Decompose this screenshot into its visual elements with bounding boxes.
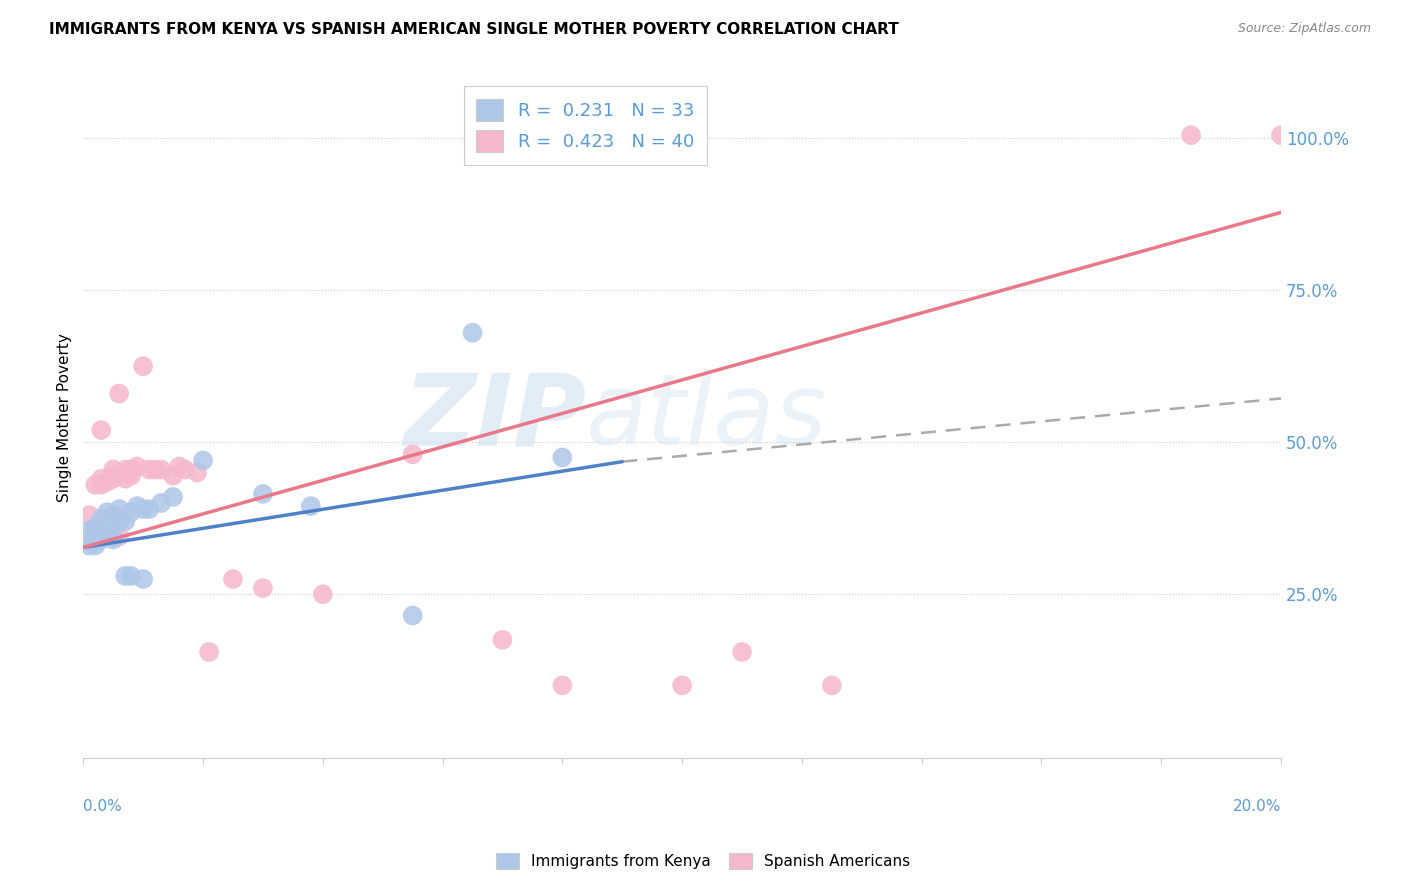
Point: [120, 505, 142, 519]
Point: [114, 569, 136, 583]
Point: [222, 572, 245, 586]
Point: [103, 533, 125, 547]
Legend: R =  0.231   N = 33, R =  0.423   N = 40: R = 0.231 N = 33, R = 0.423 N = 40: [464, 87, 707, 165]
Point: [401, 608, 423, 623]
Point: [138, 502, 160, 516]
Point: [162, 490, 184, 504]
Point: [120, 468, 142, 483]
Point: [103, 472, 125, 486]
Text: 20.0%: 20.0%: [1233, 799, 1281, 814]
Point: [103, 462, 125, 476]
Point: [150, 496, 173, 510]
Point: [671, 678, 693, 692]
Point: [90, 511, 112, 525]
Point: [90, 526, 112, 541]
Point: [299, 499, 322, 513]
Point: [150, 462, 173, 476]
Point: [461, 326, 484, 340]
Point: [90, 533, 112, 547]
Point: [108, 529, 131, 543]
Point: [103, 529, 125, 543]
Point: [551, 678, 574, 692]
Point: [103, 508, 125, 523]
Point: [96, 520, 118, 534]
Text: 0.0%: 0.0%: [83, 799, 122, 814]
Point: [90, 472, 112, 486]
Text: IMMIGRANTS FROM KENYA VS SPANISH AMERICAN SINGLE MOTHER POVERTY CORRELATION CHAR: IMMIGRANTS FROM KENYA VS SPANISH AMERICA…: [49, 22, 898, 37]
Point: [1270, 128, 1292, 143]
Point: [103, 468, 125, 483]
Point: [114, 514, 136, 528]
Point: [127, 499, 149, 513]
Point: [77, 533, 100, 547]
Point: [77, 508, 100, 523]
Point: [77, 524, 100, 538]
Point: [401, 447, 423, 461]
Point: [108, 502, 131, 516]
Point: [1180, 128, 1202, 143]
Point: [252, 487, 274, 501]
Point: [132, 502, 155, 516]
Point: [198, 645, 221, 659]
Point: [103, 514, 125, 528]
Point: [96, 475, 118, 489]
Point: [114, 472, 136, 486]
Point: [84, 539, 107, 553]
Point: [186, 466, 208, 480]
Point: [143, 462, 166, 476]
Point: [731, 645, 754, 659]
Point: [120, 462, 142, 476]
Point: [84, 520, 107, 534]
Point: [132, 572, 155, 586]
Point: [167, 459, 190, 474]
Point: [84, 520, 107, 534]
Point: [312, 587, 335, 601]
Text: atlas: atlas: [586, 369, 828, 467]
Point: [90, 520, 112, 534]
Point: [90, 477, 112, 491]
Text: Source: ZipAtlas.com: Source: ZipAtlas.com: [1237, 22, 1371, 36]
Point: [108, 386, 131, 401]
Point: [174, 462, 197, 476]
Point: [821, 678, 844, 692]
Point: [114, 462, 136, 476]
Y-axis label: Single Mother Poverty: Single Mother Poverty: [58, 334, 72, 502]
Point: [96, 505, 118, 519]
Point: [127, 459, 149, 474]
Point: [96, 514, 118, 528]
Point: [252, 581, 274, 595]
Legend: Immigrants from Kenya, Spanish Americans: Immigrants from Kenya, Spanish Americans: [489, 847, 917, 875]
Text: ZIP: ZIP: [404, 369, 586, 467]
Point: [491, 632, 513, 647]
Point: [77, 539, 100, 553]
Point: [108, 514, 131, 528]
Point: [551, 450, 574, 465]
Point: [84, 477, 107, 491]
Point: [96, 529, 118, 543]
Point: [90, 423, 112, 437]
Point: [138, 462, 160, 476]
Point: [84, 529, 107, 543]
Point: [191, 453, 214, 467]
Point: [162, 468, 184, 483]
Point: [132, 359, 155, 374]
Point: [120, 569, 142, 583]
